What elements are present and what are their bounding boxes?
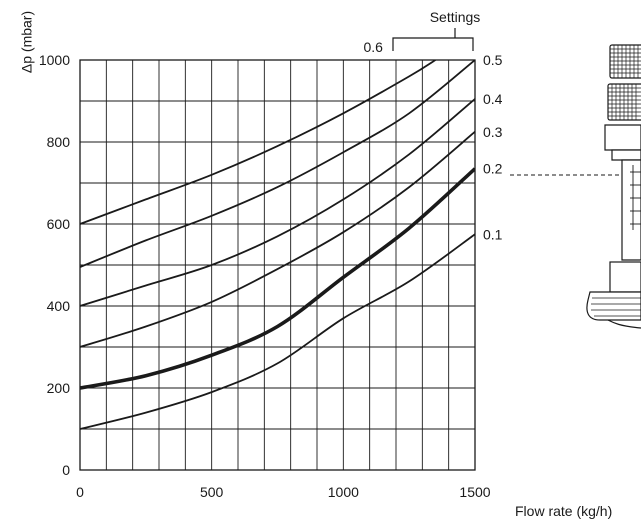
plot-frame xyxy=(79,59,476,471)
settings-bracket xyxy=(392,37,474,51)
grid xyxy=(79,59,476,471)
series-label-0-6: 0.6 xyxy=(364,39,384,55)
series-line-0-6 xyxy=(80,60,436,225)
tick-labels: 0 500 1000 1500 0 200 400 600 800 1000 xyxy=(39,52,491,500)
x-tick-label: 500 xyxy=(200,484,224,500)
x-tick-label: 1000 xyxy=(328,484,359,500)
y-tick-label: 200 xyxy=(47,380,71,396)
series-line-0-4 xyxy=(80,98,475,307)
y-tick-label: 1000 xyxy=(39,52,70,68)
y-tick-label: 800 xyxy=(47,134,71,150)
x-axis-label: Flow rate (kg/h) xyxy=(515,503,612,519)
series-label-0-2: 0.2 xyxy=(483,161,503,177)
curves xyxy=(80,60,475,430)
series-line-0-2 xyxy=(80,167,475,390)
series-line-0-3 xyxy=(80,131,475,348)
x-tick-label: 0 xyxy=(76,484,84,500)
series-line-0-1 xyxy=(80,233,475,430)
x-tick-label: 1500 xyxy=(459,484,490,500)
series-label-0-3: 0.3 xyxy=(483,124,503,140)
series-label-0-5: 0.5 xyxy=(483,52,503,68)
series-label-0-1: 0.1 xyxy=(483,226,503,242)
series-line-0-5 xyxy=(80,60,475,268)
y-tick-label: 600 xyxy=(47,216,71,232)
y-axis-label: Δp (mbar) xyxy=(19,11,35,73)
settings-label: Settings xyxy=(430,9,481,25)
y-tick-label: 0 xyxy=(62,462,70,478)
valve-illustration xyxy=(586,44,641,329)
series-labels: 0.1 0.2 0.3 0.4 0.5 0.6 xyxy=(364,39,503,242)
y-tick-label: 400 xyxy=(47,298,71,314)
series-label-0-4: 0.4 xyxy=(483,91,503,107)
